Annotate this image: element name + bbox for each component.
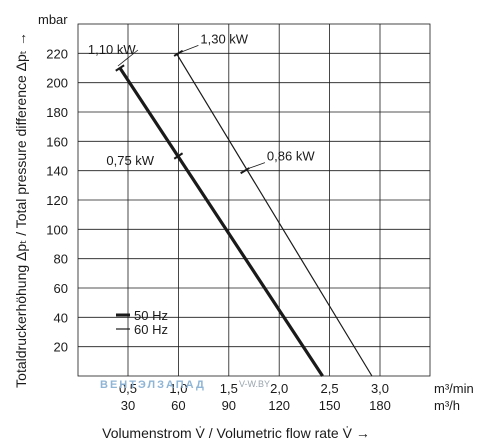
x-primary-unit-label: m³/min bbox=[434, 381, 474, 396]
x-secondary-unit-label: m³/h bbox=[434, 398, 460, 413]
y-tick-label-3: 80 bbox=[54, 252, 68, 267]
legend: 50 Hz 60 Hz bbox=[116, 308, 168, 337]
y-tick-label-1: 40 bbox=[54, 310, 68, 325]
x-secondary-tick-label-2: 90 bbox=[222, 398, 236, 413]
power-label-0: 1,10 kW bbox=[88, 42, 136, 57]
power-leader-0 bbox=[117, 49, 139, 67]
y-tick-label-5: 120 bbox=[46, 193, 68, 208]
x-axis-title: Volumenstrom V̇ / Volumetric flow rate V… bbox=[102, 425, 370, 441]
x-primary-tick-label-1: 1,0 bbox=[169, 381, 187, 396]
legend-label-50hz: 50 Hz bbox=[134, 308, 168, 323]
y-tick-label-10: 220 bbox=[46, 46, 68, 61]
grid bbox=[77, 23, 431, 377]
x-primary-tick-label-5: 3,0 bbox=[371, 381, 389, 396]
x-primary-tick-label-3: 2,0 bbox=[270, 381, 288, 396]
power-annotations: 1,10 kW 0,75 kW 1,30 kW 0,86 kW bbox=[88, 31, 315, 170]
y-tick-label-2: 60 bbox=[54, 281, 68, 296]
x-primary-tick-label-4: 2,5 bbox=[321, 381, 339, 396]
y-unit-label: mbar bbox=[38, 12, 68, 27]
power-markers bbox=[115, 49, 250, 175]
y-axis-title: Totaldruckerhöhung Δpₜ / Total pressure … bbox=[13, 32, 29, 388]
watermark: ВЕНТЭЛЗАПАД V-W.BY bbox=[100, 379, 270, 391]
x-primary-tick-label-2: 1,5 bbox=[220, 381, 238, 396]
y-tick-labels: 20 40 60 80 100 120 140 160 180 200 220 bbox=[46, 46, 68, 354]
series-line-50hz bbox=[118, 67, 324, 377]
series-line-60hz bbox=[175, 53, 373, 377]
power-marker-3 bbox=[240, 167, 250, 175]
watermark-suffix: V-W.BY bbox=[239, 379, 270, 389]
power-label-1: 0,75 kW bbox=[106, 153, 154, 168]
power-label-2: 1,30 kW bbox=[200, 31, 248, 46]
x-secondary-tick-label-3: 120 bbox=[268, 398, 290, 413]
x-secondary-tick-label-5: 180 bbox=[369, 398, 391, 413]
legend-label-60hz: 60 Hz bbox=[134, 322, 168, 337]
y-tick-label-8: 180 bbox=[46, 105, 68, 120]
power-leader-2 bbox=[180, 44, 199, 53]
y-tick-label-7: 160 bbox=[46, 134, 68, 149]
x-primary-tick-label-0: 0,5 bbox=[119, 381, 137, 396]
power-label-3: 0,86 kW bbox=[267, 149, 315, 164]
y-tick-label-4: 100 bbox=[46, 222, 68, 237]
x-secondary-tick-label-0: 30 bbox=[121, 398, 135, 413]
series-lines bbox=[118, 53, 373, 377]
x-tick-labels: 0,5 1,0 1,5 2,0 2,5 3,0 30 60 90 120 150 180 bbox=[119, 381, 391, 413]
watermark-text: ВЕНТЭЛЗАПАД bbox=[100, 379, 206, 391]
y-tick-label-0: 20 bbox=[54, 340, 68, 355]
y-tick-label-9: 200 bbox=[46, 76, 68, 91]
power-marker-0 bbox=[115, 64, 125, 72]
x-secondary-tick-label-1: 60 bbox=[171, 398, 185, 413]
power-marker-1 bbox=[173, 152, 184, 160]
y-tick-label-6: 140 bbox=[46, 164, 68, 179]
x-secondary-tick-label-4: 150 bbox=[319, 398, 341, 413]
power-leader-3 bbox=[247, 162, 266, 170]
